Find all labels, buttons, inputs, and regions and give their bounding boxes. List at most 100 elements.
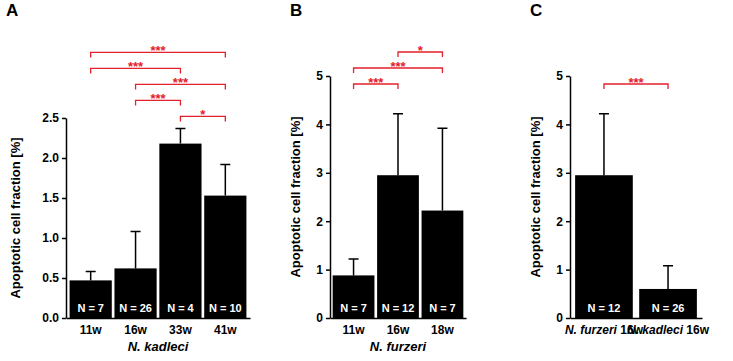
- x-axis: 11w 16w 18w: [331, 319, 467, 338]
- y-axis-title: Apoptotic cell fraction [%]: [528, 116, 543, 277]
- bar: [70, 280, 112, 318]
- significance-label: ***: [150, 43, 166, 58]
- bar: [575, 175, 633, 318]
- tick-mark: [62, 318, 66, 320]
- tick: 4: [316, 118, 330, 132]
- tick: 41w: [214, 323, 237, 337]
- tick-mark: [62, 198, 66, 200]
- n-label: N = 26: [119, 302, 152, 314]
- tick: 2: [556, 215, 570, 229]
- tick: 5: [316, 69, 330, 83]
- tick-label: 1.0: [42, 231, 59, 245]
- tick-label: 2: [316, 215, 323, 229]
- tick: 3: [556, 166, 570, 180]
- tick-label: N. furzeri 16w: [565, 323, 644, 337]
- tick: 18w: [431, 323, 454, 337]
- tick-label: 11w: [343, 323, 366, 337]
- tick-label: 3: [556, 166, 563, 180]
- tick-label: 0: [316, 311, 323, 325]
- n-label: N = 26: [652, 302, 685, 314]
- significance-label: ***: [390, 59, 406, 74]
- tick-mark: [326, 269, 330, 271]
- tick: 11w: [80, 323, 103, 337]
- tick: 16w: [387, 323, 410, 337]
- panel-title: C: [530, 1, 542, 20]
- tick-label: 1: [556, 263, 563, 277]
- n-label: N = 12: [588, 302, 621, 314]
- panel-title: B: [290, 1, 302, 20]
- significance-label: ***: [368, 75, 384, 90]
- axis-line: [571, 318, 703, 320]
- n-label: N = 7: [77, 302, 104, 314]
- tick-label: 4: [556, 118, 563, 132]
- plot-area: [70, 128, 247, 318]
- tick: 3: [316, 166, 330, 180]
- panel: N = 7N = 12N = 701234511w16w18wN. furzer…: [288, 1, 467, 354]
- tick-label: 11w: [80, 323, 103, 337]
- error-bar: [437, 128, 447, 210]
- n-label: N = 7: [429, 302, 456, 314]
- tick-label: 2.0: [42, 151, 59, 165]
- tick-label: 5: [316, 69, 323, 83]
- tick: 33w: [169, 323, 192, 337]
- axis-line: [570, 77, 572, 319]
- bar: [159, 144, 201, 318]
- tick-mark: [566, 76, 570, 78]
- y-axis: 0 1 2 3 4 5: [316, 69, 330, 325]
- tick-label: 18w: [431, 323, 454, 337]
- tick-mark: [326, 76, 330, 78]
- tick: N. kadleci 16w: [627, 323, 710, 337]
- axis-line: [330, 77, 332, 319]
- tick-mark: [326, 221, 330, 223]
- x-axis: 11w 16w 33w 41w: [67, 319, 251, 338]
- error-bar: [663, 266, 673, 289]
- x-axis: N. furzeri 16wN. kadleci 16w: [565, 319, 710, 338]
- significance-label: ***: [150, 91, 166, 106]
- tick: N. furzeri 16w: [565, 323, 644, 337]
- tick-label: 2.5: [42, 111, 59, 125]
- error-bar: [131, 232, 141, 269]
- panel-title: A: [6, 1, 18, 20]
- bar: [422, 211, 464, 318]
- tick-mark: [566, 318, 570, 320]
- tick-mark: [62, 278, 66, 280]
- tick-mark: [566, 269, 570, 271]
- axis-line: [66, 119, 68, 319]
- n-label: N = 7: [340, 302, 367, 314]
- tick: 1: [556, 263, 570, 277]
- tick: 5: [556, 69, 570, 83]
- plot-area: [333, 114, 464, 318]
- tick-label: 0: [556, 311, 563, 325]
- tick: 1: [316, 263, 330, 277]
- tick: 0.5: [42, 271, 66, 285]
- significance-label: *: [200, 107, 206, 122]
- y-axis: 0 1 2 3 4 5: [556, 69, 570, 325]
- significance-label: *: [418, 43, 424, 58]
- tick-label: 16w: [124, 323, 147, 337]
- tick: 0.0: [42, 311, 66, 325]
- tick-mark: [62, 118, 66, 120]
- error-bar: [599, 114, 609, 175]
- tick-label: 0.5: [42, 271, 59, 285]
- tick: 1.5: [42, 191, 66, 205]
- n-label: N = 12: [382, 302, 415, 314]
- figure: N = 7N = 26N = 4N = 100.00.51.01.52.02.5…: [0, 0, 733, 361]
- tick: 11w: [343, 323, 366, 337]
- tick-label: N. kadleci 16w: [627, 323, 710, 337]
- tick-mark: [326, 124, 330, 126]
- tick: 4: [556, 118, 570, 132]
- tick-label: 3: [316, 166, 323, 180]
- error-bar: [349, 259, 359, 275]
- significance-label: ***: [628, 75, 644, 90]
- x-axis-title: N. kadleci: [128, 339, 189, 354]
- tick-label: 33w: [169, 323, 192, 337]
- axis-line: [331, 318, 467, 320]
- tick-mark: [326, 318, 330, 320]
- y-axis: 0.0 0.5 1.0 1.5 2.0 2.5: [42, 111, 66, 325]
- plot-area: [575, 114, 697, 318]
- error-bar: [220, 164, 230, 195]
- bar: [377, 175, 419, 318]
- panel: N = 7N = 26N = 4N = 100.00.51.01.52.02.5…: [6, 1, 251, 354]
- tick-mark: [62, 158, 66, 160]
- tick-mark: [566, 173, 570, 175]
